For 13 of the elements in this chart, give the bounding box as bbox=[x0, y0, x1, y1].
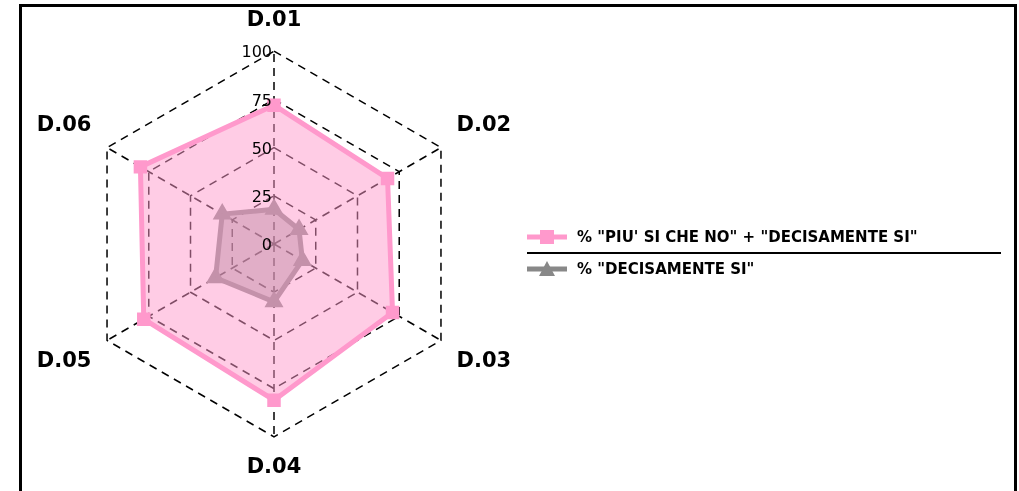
y-tick-label: 0 bbox=[261, 235, 272, 255]
y-tick-label: 75 bbox=[251, 90, 272, 110]
legend-label: % "DECISAMENTE SI" bbox=[577, 260, 755, 278]
y-tick-label: 50 bbox=[251, 138, 272, 158]
y-tick-label: 100 bbox=[241, 42, 272, 62]
spoke-label: D.01 bbox=[246, 7, 302, 32]
spoke-label: D.02 bbox=[456, 112, 512, 137]
spoke-label: D.03 bbox=[456, 348, 512, 373]
spoke-label: D.06 bbox=[36, 112, 92, 137]
spoke-label: D.05 bbox=[36, 348, 92, 373]
legend-label: % "PIU' SI CHE NO" + "DECISAMENTE SI" bbox=[577, 228, 918, 246]
spoke-label: D.04 bbox=[246, 453, 302, 478]
y-tick-label: 25 bbox=[251, 186, 272, 206]
